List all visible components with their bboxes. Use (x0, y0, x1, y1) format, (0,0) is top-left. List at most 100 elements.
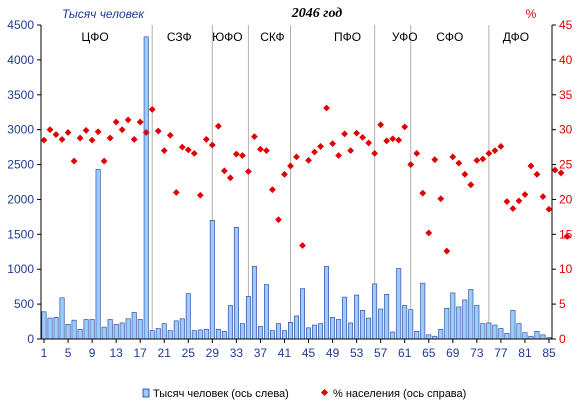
x-tick-label: 85 (542, 346, 556, 360)
x-tick-label: 33 (230, 346, 244, 360)
bar (209, 220, 215, 340)
region-label: ДФО (503, 30, 529, 44)
bar (534, 331, 540, 340)
bar (324, 266, 330, 340)
bar (492, 324, 498, 340)
legend-bar-swatch (142, 388, 150, 398)
scatter-point (184, 146, 192, 154)
bar (107, 319, 113, 340)
scatter-point (515, 197, 523, 205)
scatter-point (190, 149, 198, 157)
bar (504, 333, 510, 340)
legend-bar-label: Тысяч человек (ось слева) (153, 388, 289, 400)
bar (522, 332, 528, 340)
bar (137, 319, 143, 340)
left-tick-label: 1000 (7, 262, 34, 276)
scatter-point (269, 186, 276, 194)
right-tick-label: 45 (559, 18, 573, 32)
right-tick-label: 35 (559, 88, 573, 102)
left-tick-label: 1500 (7, 227, 34, 241)
x-tick-label: 49 (326, 346, 340, 360)
x-tick-label: 1 (41, 346, 48, 360)
bar (306, 327, 311, 340)
right-axis-label: % (526, 7, 537, 21)
bar (251, 266, 257, 340)
scatter-point (407, 161, 415, 168)
bar (468, 289, 474, 340)
scatter-point (413, 149, 421, 157)
scatter-point (437, 195, 445, 203)
scatter-point (563, 233, 571, 240)
axis-ticks: 0 500 1000 1500 2000 2500 3000 3500 4000 4500 0 5 10… (7, 18, 572, 360)
bar (83, 319, 89, 340)
left-tick-label: 4000 (7, 53, 34, 67)
bar (257, 326, 263, 340)
scatter-point (485, 149, 493, 157)
bar (149, 330, 155, 340)
right-tick-label: 20 (559, 192, 573, 206)
x-tick-label: 13 (109, 346, 123, 360)
bar (101, 326, 107, 340)
bar (348, 322, 354, 340)
bar (269, 330, 275, 340)
bar (161, 323, 167, 340)
scatter-point (311, 148, 318, 156)
scatter-point (479, 155, 487, 163)
scatter-point (58, 136, 66, 143)
scatter-point (196, 191, 204, 199)
plot-area (40, 25, 571, 340)
right-tick-label: 40 (559, 53, 573, 67)
bar (360, 310, 366, 340)
right-tick-label: 15 (559, 227, 573, 241)
bar (354, 294, 360, 340)
region-label: ЮФО (212, 30, 243, 44)
scatter-point (329, 140, 336, 148)
scatter-point (395, 136, 403, 144)
bar (486, 322, 492, 340)
x-tick-label: 73 (470, 346, 484, 360)
left-axis-label: Тысяч человек (62, 7, 145, 21)
left-tick-label: 500 (14, 297, 34, 311)
scatter-point (401, 123, 409, 131)
bar (450, 292, 456, 340)
bar (191, 330, 197, 340)
legend: Тысяч человек (ось слева) % населения (о… (142, 388, 466, 400)
scatter-point (359, 133, 367, 141)
scatter-point (341, 130, 348, 138)
scatter-point (160, 147, 168, 154)
bar (414, 331, 420, 340)
scatter-point (166, 131, 174, 139)
bar (197, 329, 203, 340)
bar (47, 317, 53, 340)
bar (462, 299, 468, 340)
scatter-point (425, 229, 433, 237)
scatter-point (251, 133, 258, 141)
bar (402, 305, 408, 340)
bar (77, 328, 83, 340)
x-tick-label: 5 (65, 346, 72, 360)
bar (275, 323, 281, 340)
scatter-point (172, 189, 180, 196)
scatter-point (455, 159, 463, 167)
scatter-point (46, 126, 54, 134)
bar (516, 323, 522, 340)
scatter-point (88, 136, 96, 144)
scatter-point (317, 143, 324, 150)
x-tick-label: 65 (422, 346, 436, 360)
bar (113, 324, 119, 340)
scatter-point (214, 122, 222, 130)
scatter-point (533, 170, 541, 178)
x-tick-label: 53 (350, 346, 364, 360)
bar (300, 288, 305, 340)
bar (366, 317, 372, 340)
scatter-point (527, 162, 535, 170)
bar (239, 323, 245, 340)
scatter-point (305, 156, 312, 164)
bar (59, 297, 65, 340)
left-tick-label: 4500 (7, 18, 34, 32)
scatter-point (509, 205, 517, 212)
bar (173, 320, 179, 340)
scatter-point (383, 137, 391, 145)
scatter-point (154, 127, 162, 135)
